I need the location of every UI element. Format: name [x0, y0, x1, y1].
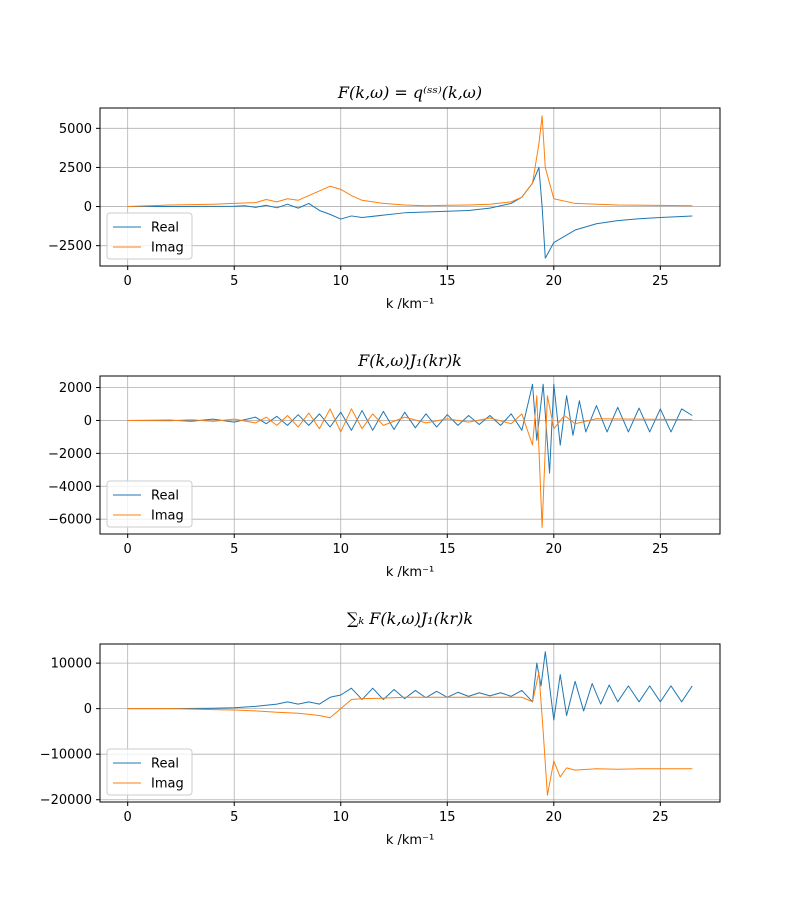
x-tick-label: 15	[439, 274, 456, 289]
chart-panel-top: 0 5 10 15 20 25 −2500 0 2500 5000 F(k,ω) = q⁽ˢˢ⁾(k…	[48, 83, 721, 312]
legend: Real Imag	[106, 212, 193, 260]
legend-label-imag: Imag	[151, 241, 184, 256]
chart-title: ∑ₖ F(k,ω)J₁(kr)k	[347, 609, 473, 628]
x-tick-label: 20	[546, 810, 563, 825]
y-tick-label: 0	[84, 414, 92, 429]
series-line-imag	[127, 395, 693, 528]
x-axis-label: k /km⁻¹	[386, 833, 434, 848]
y-tick-label: −6000	[48, 513, 92, 528]
series-line-imag	[127, 115, 693, 208]
series-line-imag	[127, 671, 693, 796]
legend-label-real: Real	[151, 757, 179, 772]
x-tick-label: 0	[124, 542, 132, 557]
chart-panel-middle: 0 5 10 15 20 25 −6000 −4000 −2000 0 2000 F(k,ω)J₁(k…	[48, 351, 721, 580]
x-tick-label: 15	[439, 810, 456, 825]
x-tick-label: 20	[546, 274, 563, 289]
axes-frame	[99, 107, 721, 267]
axes-frame	[99, 643, 721, 803]
legend-label-real: Real	[151, 489, 179, 504]
y-tick-label: −2000	[48, 447, 92, 462]
x-tick-label: 5	[230, 274, 238, 289]
legend-label-imag: Imag	[151, 509, 184, 524]
x-tick-label: 25	[652, 274, 669, 289]
chart-title: F(k,ω)J₁(kr)k	[357, 351, 462, 370]
series-line-real	[127, 651, 693, 721]
x-tick-label: 5	[230, 810, 238, 825]
x-tick-label: 15	[439, 542, 456, 557]
x-tick-label: 10	[332, 542, 349, 557]
x-tick-label: 10	[332, 274, 349, 289]
x-tick-label: 0	[124, 810, 132, 825]
x-axis-label: k /km⁻¹	[386, 565, 434, 580]
x-tick-label: 10	[332, 810, 349, 825]
y-tick-label: 0	[84, 702, 92, 717]
legend-label-real: Real	[151, 221, 179, 236]
x-axis-label: k /km⁻¹	[386, 297, 434, 312]
series-line-real	[127, 166, 693, 259]
y-tick-label: 10000	[51, 657, 92, 672]
y-tick-label: 2500	[59, 161, 92, 176]
legend: Real Imag	[106, 748, 193, 796]
y-tick-label: −10000	[40, 748, 92, 763]
x-tick-label: 5	[230, 542, 238, 557]
legend-label-imag: Imag	[151, 777, 184, 792]
x-tick-label: 25	[652, 810, 669, 825]
chart-panel-bottom: 0 5 10 15 20 25 −20000 −10000 0 10000 ∑ₖ F(k,ω)J₁(…	[40, 609, 721, 848]
x-tick-label: 0	[124, 274, 132, 289]
x-tick-label: 20	[546, 542, 563, 557]
y-tick-label: −2500	[48, 239, 92, 254]
x-tick-label: 25	[652, 542, 669, 557]
y-tick-label: 2000	[59, 381, 92, 396]
y-tick-label: 0	[84, 200, 92, 215]
y-tick-label: −20000	[40, 793, 92, 808]
axes-frame	[99, 375, 721, 535]
y-tick-label: −4000	[48, 480, 92, 495]
y-tick-label: 5000	[59, 122, 92, 137]
legend: Real Imag	[106, 480, 193, 528]
series-line-real	[127, 383, 693, 474]
chart-title: F(k,ω) = q⁽ˢˢ⁾(k,ω)	[337, 83, 482, 102]
